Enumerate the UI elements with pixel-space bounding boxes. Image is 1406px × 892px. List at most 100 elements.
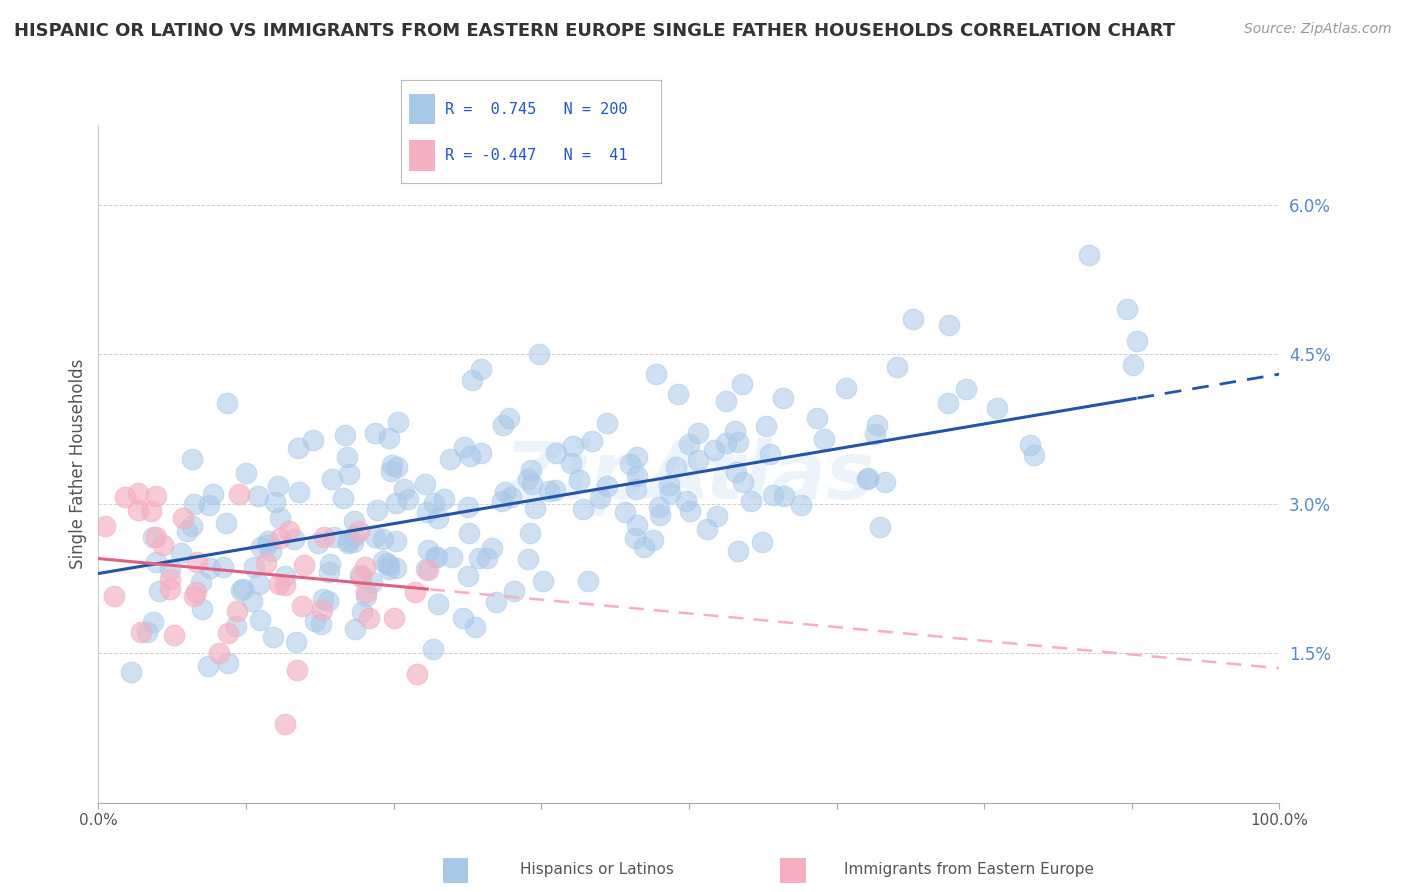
Point bbox=[470, 445, 492, 459]
Point bbox=[183, 589, 205, 603]
Point bbox=[520, 476, 543, 491]
Point bbox=[343, 529, 366, 543]
Point bbox=[464, 620, 486, 634]
Point bbox=[986, 401, 1008, 416]
Point bbox=[790, 498, 813, 512]
Point bbox=[614, 505, 637, 519]
Point bbox=[377, 562, 399, 576]
Text: ZipAtlas: ZipAtlas bbox=[503, 438, 875, 516]
Point bbox=[366, 502, 388, 516]
Point bbox=[381, 458, 404, 472]
Point bbox=[457, 500, 479, 515]
Point bbox=[623, 531, 645, 545]
Point bbox=[468, 551, 491, 566]
Point bbox=[321, 472, 343, 486]
Point bbox=[675, 494, 697, 508]
Point bbox=[422, 641, 444, 656]
Point bbox=[492, 417, 515, 432]
Point bbox=[418, 543, 440, 558]
Point bbox=[703, 443, 725, 458]
Point bbox=[396, 492, 419, 507]
Point bbox=[740, 493, 762, 508]
Point bbox=[938, 318, 960, 333]
Point bbox=[385, 496, 408, 510]
Point bbox=[267, 478, 290, 492]
Point bbox=[572, 501, 595, 516]
Point bbox=[323, 530, 346, 544]
Point bbox=[458, 525, 481, 540]
Point bbox=[373, 554, 395, 568]
Point bbox=[145, 555, 167, 569]
Point bbox=[257, 534, 280, 549]
Point bbox=[332, 491, 354, 505]
Point bbox=[626, 450, 648, 464]
Point bbox=[1078, 248, 1101, 262]
Point bbox=[301, 433, 323, 447]
Point bbox=[228, 487, 250, 501]
Point bbox=[249, 613, 271, 627]
Point bbox=[387, 415, 409, 429]
Point bbox=[269, 531, 291, 545]
Point bbox=[491, 493, 513, 508]
Point bbox=[1116, 301, 1139, 316]
Point bbox=[181, 452, 204, 467]
Point bbox=[679, 504, 702, 518]
Point bbox=[546, 446, 568, 460]
Point bbox=[343, 514, 366, 528]
Point bbox=[1126, 334, 1149, 348]
Point bbox=[562, 439, 585, 453]
Point bbox=[309, 616, 332, 631]
Point bbox=[641, 533, 664, 548]
Point bbox=[352, 605, 374, 619]
Point bbox=[385, 561, 408, 575]
Point bbox=[249, 541, 271, 555]
Point bbox=[136, 624, 159, 639]
Point bbox=[200, 561, 222, 575]
Point bbox=[254, 556, 277, 570]
Point bbox=[727, 434, 749, 449]
Point bbox=[544, 483, 567, 497]
Point bbox=[287, 484, 309, 499]
Point bbox=[312, 591, 335, 606]
Point bbox=[170, 545, 193, 559]
Point bbox=[484, 595, 506, 609]
Point bbox=[291, 599, 314, 613]
Point bbox=[278, 524, 301, 538]
Point bbox=[686, 453, 709, 467]
Point bbox=[208, 646, 231, 660]
Point bbox=[1022, 448, 1045, 462]
Point bbox=[714, 435, 737, 450]
Point bbox=[274, 569, 297, 583]
Point bbox=[217, 625, 239, 640]
Point bbox=[751, 535, 773, 549]
Point bbox=[260, 544, 283, 558]
Point bbox=[197, 658, 219, 673]
Point bbox=[186, 555, 208, 569]
Point bbox=[517, 551, 540, 566]
Point bbox=[357, 611, 380, 625]
Point bbox=[531, 574, 554, 589]
Point bbox=[731, 377, 754, 392]
Point bbox=[415, 562, 437, 576]
Point bbox=[256, 538, 278, 552]
Point bbox=[152, 538, 174, 552]
Point bbox=[773, 489, 796, 503]
Point bbox=[215, 516, 238, 530]
Point bbox=[243, 560, 266, 574]
Point bbox=[648, 508, 671, 522]
Point bbox=[183, 497, 205, 511]
Point bbox=[648, 500, 671, 515]
Point bbox=[274, 717, 297, 731]
Point bbox=[458, 449, 481, 463]
Point bbox=[413, 476, 436, 491]
Point bbox=[350, 570, 373, 584]
Point bbox=[759, 447, 782, 461]
Point bbox=[186, 584, 208, 599]
Point bbox=[886, 359, 908, 374]
Point bbox=[375, 556, 398, 570]
Point bbox=[503, 583, 526, 598]
Point bbox=[727, 543, 749, 558]
Point bbox=[714, 394, 737, 409]
Point bbox=[269, 510, 291, 524]
Point bbox=[342, 535, 364, 549]
